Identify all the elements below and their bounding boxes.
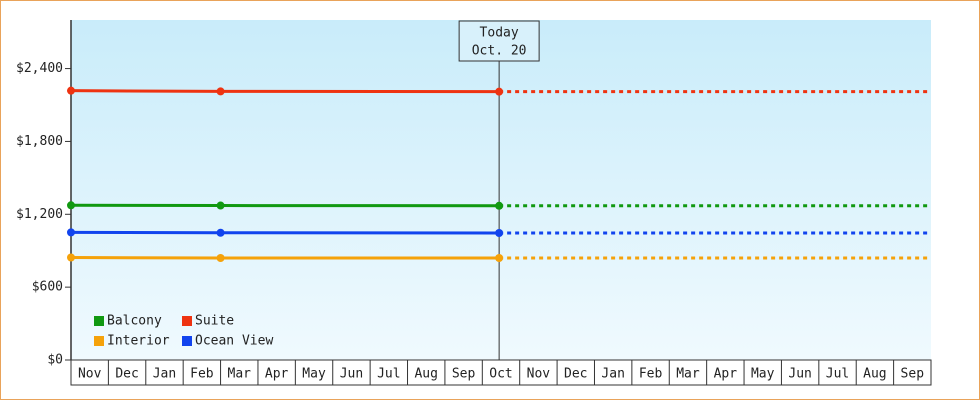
plot-area [71, 20, 931, 360]
x-tick-label: Apr [265, 367, 289, 382]
x-tick-label: Jun [340, 367, 363, 382]
point [216, 87, 225, 96]
x-tick-label: Mar [228, 367, 252, 382]
point [67, 253, 75, 262]
y-tick-label: $2,400 [16, 61, 63, 76]
x-axis-box [70, 359, 932, 386]
today-label: Oct. 20 [472, 44, 527, 59]
x-tick-label: Jan [601, 367, 624, 382]
x-tick-label: Feb [190, 367, 214, 382]
legend-swatch [94, 336, 104, 346]
point [67, 201, 75, 210]
legend-swatch [94, 316, 104, 326]
x-tick-label: Dec [115, 367, 138, 382]
today-box [458, 20, 540, 62]
x-tick-label: Feb [639, 367, 663, 382]
point [495, 201, 504, 210]
legend-label: Balcony [107, 314, 162, 329]
x-tick-label: Jun [788, 367, 811, 382]
point [216, 254, 225, 262]
x-tick-label: Jan [153, 367, 176, 382]
x-tick-label: Sep [452, 367, 476, 382]
series-line [70, 89, 500, 94]
x-tick-label: May [751, 367, 775, 382]
x-tick-label: Jul [826, 367, 849, 382]
point [495, 254, 504, 262]
x-tick-label: Apr [714, 367, 738, 382]
legend-swatch [182, 316, 192, 326]
x-tick-label: Aug [863, 367, 886, 382]
point [216, 201, 225, 210]
x-tick-label: Jul [377, 367, 400, 382]
y-tick-label: $1,200 [16, 207, 63, 222]
x-tick-label: Dec [564, 367, 587, 382]
x-tick-label: Mar [676, 367, 700, 382]
legend-label: Interior [107, 334, 170, 349]
point [495, 228, 504, 237]
x-tick-label: Aug [414, 367, 437, 382]
x-tick-label: May [302, 367, 326, 382]
legend-swatch [182, 336, 192, 346]
x-tick-label: Oct [489, 367, 512, 382]
x-tick-label: Nov [78, 367, 102, 382]
series-line [70, 230, 500, 235]
point [67, 86, 75, 95]
today-label: Today [480, 26, 519, 41]
y-tick-label: $600 [32, 280, 63, 295]
point [216, 228, 225, 237]
y-tick-label: $1,800 [16, 134, 63, 149]
x-tick-label: Nov [527, 367, 551, 382]
legend-label: Suite [195, 314, 234, 329]
y-tick-label: $0 [47, 353, 63, 368]
legend-label: Ocean View [195, 334, 273, 349]
point [495, 87, 504, 96]
point [67, 228, 75, 237]
x-tick-label: Sep [901, 367, 925, 382]
